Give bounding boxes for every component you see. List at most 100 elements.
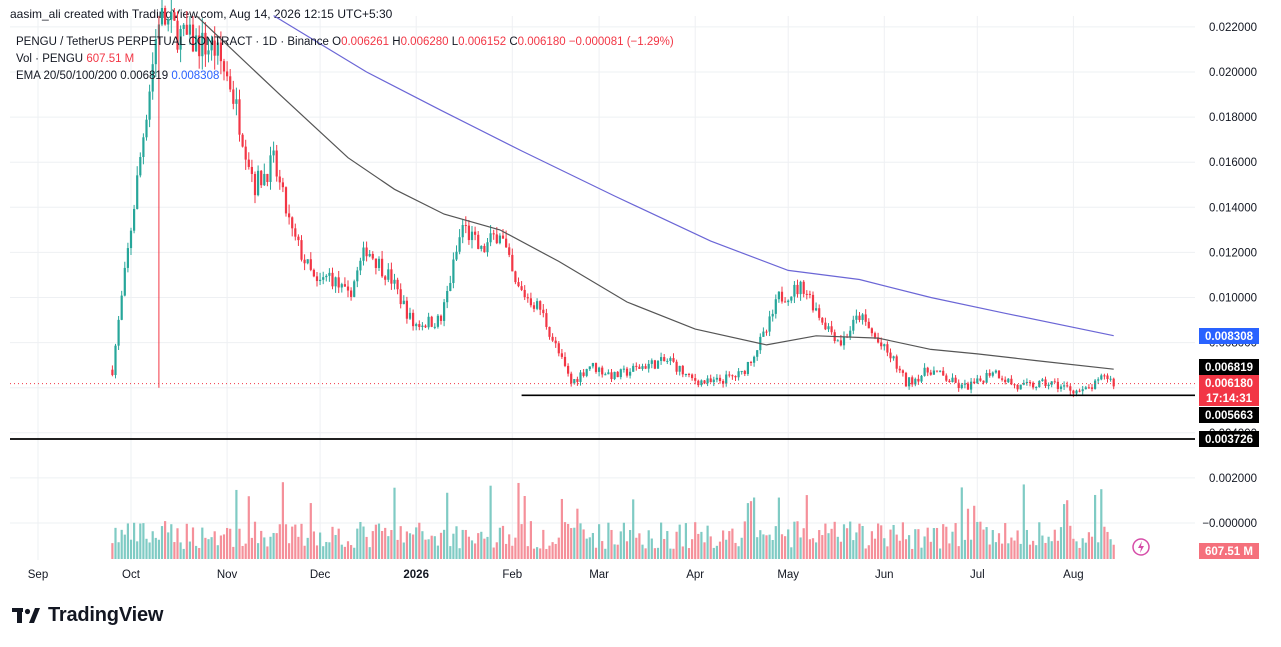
volume-bar bbox=[498, 527, 501, 559]
candle-body bbox=[815, 308, 818, 311]
volume-bar bbox=[873, 538, 877, 559]
tradingview-logo-icon bbox=[12, 607, 40, 623]
candle-body bbox=[294, 228, 297, 237]
tradingview-logo[interactable]: TradingView bbox=[12, 604, 163, 627]
volume-bar bbox=[712, 547, 715, 559]
candle-body bbox=[582, 372, 585, 376]
volume-bar bbox=[241, 545, 244, 559]
candle-body bbox=[625, 368, 629, 376]
candle-body bbox=[229, 76, 232, 90]
candle-body bbox=[706, 378, 709, 384]
candle-body bbox=[613, 371, 616, 380]
volume-bar bbox=[278, 524, 281, 559]
candle-body bbox=[374, 258, 377, 268]
volume-bar bbox=[681, 546, 684, 559]
candle-body bbox=[257, 170, 260, 196]
volume-bar bbox=[1022, 484, 1025, 559]
volume-bar bbox=[1075, 541, 1078, 559]
lightning-icon[interactable] bbox=[1131, 537, 1151, 557]
symbol-title[interactable]: PENGU / TetherUS PERPETUAL CONTRACT · 1D… bbox=[16, 36, 329, 48]
axes: 0.022000 0.020000 0.018000 0.016000 0.014000… bbox=[28, 22, 1257, 581]
candle-body bbox=[173, 12, 176, 21]
candle-body bbox=[718, 377, 722, 382]
volume-bar bbox=[1001, 543, 1004, 559]
volume-bar bbox=[842, 524, 846, 559]
candle-body bbox=[768, 316, 771, 332]
volume-bar bbox=[263, 537, 266, 559]
candle-body bbox=[929, 372, 932, 375]
volume-bar bbox=[418, 522, 421, 559]
volume-bar bbox=[635, 537, 638, 559]
candle-body bbox=[167, 19, 170, 25]
candle-body bbox=[743, 370, 746, 374]
volume-bar bbox=[684, 523, 687, 559]
volume-bar bbox=[188, 541, 191, 559]
candle-body bbox=[610, 372, 613, 380]
volume-bar bbox=[573, 527, 576, 559]
volume-bar bbox=[923, 536, 926, 559]
candle-body bbox=[365, 247, 368, 257]
volume-bar bbox=[883, 538, 886, 559]
volume-bar bbox=[945, 526, 948, 559]
candle-body bbox=[821, 317, 824, 323]
candle-body bbox=[722, 381, 725, 384]
candle-body bbox=[898, 368, 901, 371]
volume-bar bbox=[201, 527, 204, 559]
candle-body bbox=[340, 284, 343, 288]
candle-body bbox=[222, 61, 226, 72]
volume-bar bbox=[120, 529, 123, 559]
candle-body bbox=[133, 208, 136, 231]
candle-body bbox=[272, 150, 275, 156]
candle-body bbox=[1084, 387, 1087, 390]
y-axis-tick-label: 0.014000 bbox=[1209, 202, 1257, 214]
volume-bar bbox=[176, 528, 179, 559]
volume-bar bbox=[1044, 542, 1047, 559]
volume-bar bbox=[1019, 543, 1022, 559]
volume-bar bbox=[663, 538, 666, 559]
candle-body bbox=[923, 367, 926, 376]
candle-body bbox=[148, 91, 151, 120]
candle-body bbox=[895, 356, 898, 369]
change-value: −0.000081 (−1.29%) bbox=[568, 36, 674, 48]
volume-bar bbox=[160, 526, 164, 559]
volume-bar bbox=[532, 548, 536, 559]
volume-bar bbox=[235, 489, 238, 559]
candle-body bbox=[446, 290, 449, 303]
volume-bar bbox=[1100, 489, 1103, 559]
badge-last-price: 0.006180 bbox=[1199, 375, 1259, 391]
volume-indicator-label[interactable]: Vol · PENGU bbox=[16, 53, 84, 65]
volume-bar bbox=[238, 528, 241, 559]
candle-body bbox=[883, 344, 886, 347]
candle-body bbox=[669, 358, 672, 361]
y-axis-tick-label: 0.018000 bbox=[1209, 112, 1257, 124]
candle-body bbox=[1063, 385, 1066, 387]
ema-200-line bbox=[273, 15, 1114, 337]
candle-body bbox=[232, 89, 235, 104]
candle-body bbox=[728, 374, 731, 376]
ema-indicator-label[interactable]: EMA 20/50/100/200 bbox=[16, 70, 118, 82]
volume-bar bbox=[734, 542, 737, 559]
volume-bar bbox=[886, 546, 889, 559]
volume-bar bbox=[799, 537, 802, 559]
volume-bar bbox=[464, 529, 467, 559]
volume-bar bbox=[1032, 540, 1035, 559]
volume-bar bbox=[1056, 540, 1059, 559]
volume-bar bbox=[340, 544, 343, 559]
volume-bar bbox=[784, 536, 787, 559]
candle-body bbox=[641, 366, 644, 369]
candle-body bbox=[331, 272, 334, 287]
candle-body bbox=[489, 233, 492, 243]
candle-body bbox=[306, 259, 309, 264]
price-chart[interactable]: 0.022000 0.020000 0.018000 0.016000 0.014000… bbox=[0, 0, 1281, 600]
candle-body bbox=[501, 235, 505, 239]
candle-body bbox=[576, 379, 579, 382]
volume-bar bbox=[1025, 529, 1028, 559]
candle-body bbox=[880, 342, 883, 347]
volume-bar bbox=[976, 521, 979, 559]
candle-body bbox=[195, 35, 198, 52]
candle-body bbox=[715, 377, 718, 380]
candle-body bbox=[474, 231, 477, 235]
candle-body bbox=[458, 237, 461, 252]
candle-body bbox=[402, 300, 405, 305]
candle-body bbox=[523, 289, 526, 298]
